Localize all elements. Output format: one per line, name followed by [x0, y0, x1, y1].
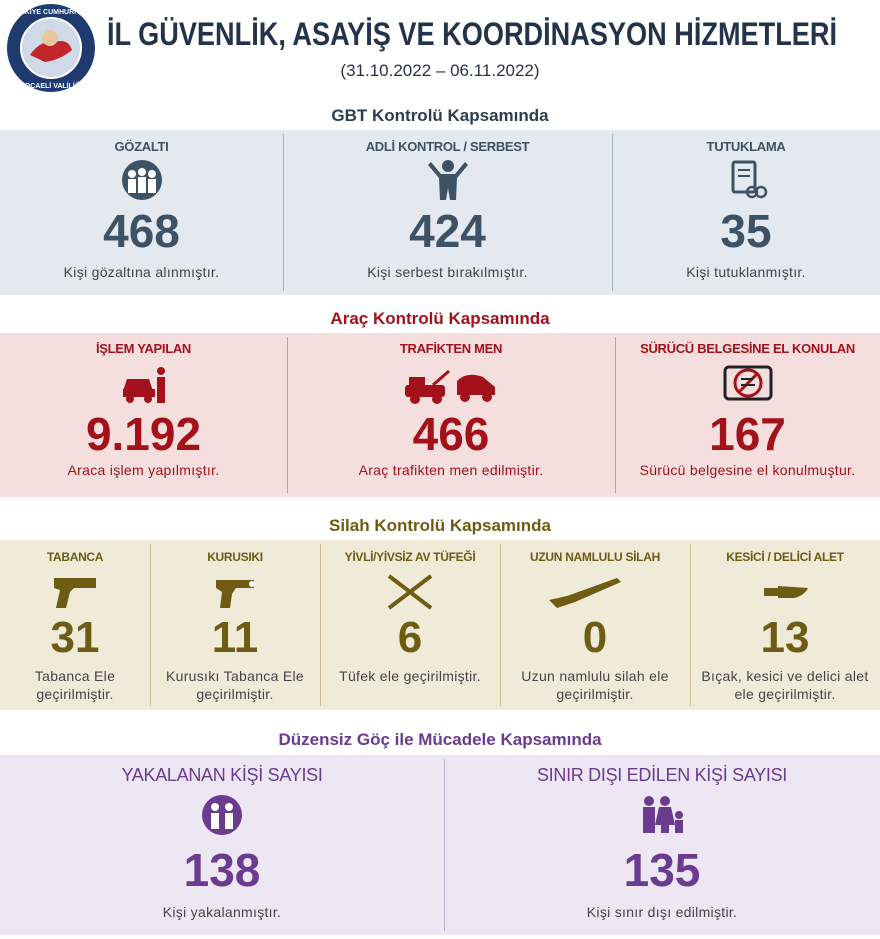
item-caption: Bıçak, kesici ve delici alet ele geçiril… — [701, 668, 869, 703]
item-value: 167 — [709, 408, 786, 460]
section-band — [0, 540, 880, 710]
item-value: 11 — [211, 613, 259, 662]
logo-bottom-text: KOCAELİ VALİLİĞİ — [20, 81, 83, 90]
logo-top-text: TÜRKİYE CUMHURİYETİ — [10, 7, 91, 16]
item-caption: Kişi serbest bırakılmıştır. — [367, 264, 528, 280]
item-icon — [328, 570, 492, 616]
item-icon — [452, 793, 872, 839]
column-divider — [444, 759, 445, 931]
section-band — [0, 333, 880, 497]
icon — [731, 160, 768, 199]
column-divider — [287, 337, 288, 493]
item-label: TRAFİKTEN MEN — [399, 341, 503, 356]
column-divider — [283, 134, 284, 291]
item-icon — [291, 158, 604, 204]
icon — [549, 578, 621, 608]
item-label: İŞLEM YAPILAN — [95, 341, 192, 356]
item-icon — [158, 570, 312, 616]
icon — [202, 795, 242, 835]
logo-map — [30, 41, 72, 62]
section-heading: Araç Kontrolü Kapsamında — [330, 309, 550, 328]
item-label: UZUN NAMLULU SİLAH — [530, 550, 660, 564]
item-label: GÖZALTI — [114, 139, 169, 154]
item-value: 424 — [409, 205, 486, 257]
item-value: 0 — [582, 613, 608, 662]
icon — [387, 574, 433, 610]
item-label: SINIR DIŞI EDİLEN KİŞİ SAYISI — [536, 765, 788, 785]
item-icon — [620, 158, 872, 204]
item-label: TUTUKLAMA — [706, 139, 786, 154]
column-divider — [320, 544, 321, 706]
item-label: KURUSIKI — [207, 550, 263, 564]
item-value: 35 — [720, 205, 772, 257]
item-icon — [8, 570, 142, 616]
item-caption: Kişi tutuklanmıştır. — [686, 264, 806, 280]
item-caption: Tüfek ele geçirilmiştir. — [339, 668, 481, 684]
section-band — [0, 130, 880, 295]
item-caption: Tabanca Ele geçirilmiştir. — [34, 668, 116, 703]
item-value: 31 — [50, 613, 100, 662]
item-caption: Uzun namlulu silah ele geçirilmiştir. — [521, 668, 669, 703]
date-range: (31.10.2022 – 06.11.2022) — [340, 61, 539, 80]
icon — [54, 578, 96, 608]
section-heading: Düzensiz Göç ile Mücadele Kapsamında — [278, 730, 602, 749]
item-icon — [698, 570, 872, 616]
logo-portrait — [42, 30, 58, 46]
section-band — [0, 755, 880, 935]
item-value: 138 — [183, 844, 261, 896]
item-label: YİVLİ/YİVSİZ AV TÜFEĞİ — [344, 550, 476, 564]
item-value: 468 — [103, 205, 180, 257]
item-caption: Sürücü belgesine el konulmuştur. — [639, 462, 856, 478]
icon — [216, 580, 255, 608]
item-value: 6 — [397, 613, 423, 662]
item-label: SÜRÜCÜ BELGESİNE EL KONULAN — [640, 341, 855, 356]
icon — [122, 367, 165, 403]
item-caption: Kişi sınır dışı edilmiştir. — [586, 904, 738, 920]
item-label: YAKALANAN KİŞİ SAYISI — [121, 765, 323, 785]
item-value: 9.192 — [85, 408, 202, 460]
item-label: ADLİ KONTROL / SERBEST — [365, 139, 530, 154]
header: TÜRKİYE CUMHURİYETİ KOCAELİ VALİLİĞİ İL … — [7, 4, 837, 92]
item-icon — [623, 361, 872, 407]
item-caption: Kişi yakalanmıştır. — [162, 904, 282, 920]
item-caption: Kurusıkı Tabanca Ele geçirilmiştir. — [165, 668, 305, 703]
section-heading: Silah Kontrolü Kapsamında — [329, 516, 551, 535]
item-caption: Araca işlem yapılmıştır. — [67, 462, 220, 478]
icon — [405, 369, 495, 404]
item-label: KESİCİ / DELİCİ ALET — [726, 550, 844, 564]
item-value: 13 — [760, 613, 810, 662]
icon — [764, 586, 808, 598]
icon — [723, 365, 772, 401]
item-icon — [508, 570, 682, 616]
item-icon — [8, 158, 275, 204]
icon — [427, 160, 468, 200]
column-divider — [612, 134, 613, 291]
item-value: 466 — [412, 408, 490, 460]
icon — [643, 796, 683, 833]
item-caption: Araç trafikten men edilmiştir. — [358, 462, 544, 478]
item-icon — [295, 361, 607, 407]
item-value: 135 — [623, 844, 701, 896]
page-title: İL GÜVENLİK, ASAYİŞ VE KOORDİNASYON HİZM… — [107, 16, 837, 52]
section-heading: GBT Kontrolü Kapsamında — [331, 106, 549, 125]
item-icon — [8, 793, 436, 839]
column-divider — [150, 544, 151, 706]
item-label: TABANCA — [46, 550, 104, 564]
column-divider — [615, 337, 616, 493]
icon — [121, 160, 162, 200]
column-divider — [690, 544, 691, 706]
item-caption: Kişi gözaltına alınmıştır. — [63, 264, 220, 280]
item-icon — [8, 361, 279, 407]
column-divider — [500, 544, 501, 706]
